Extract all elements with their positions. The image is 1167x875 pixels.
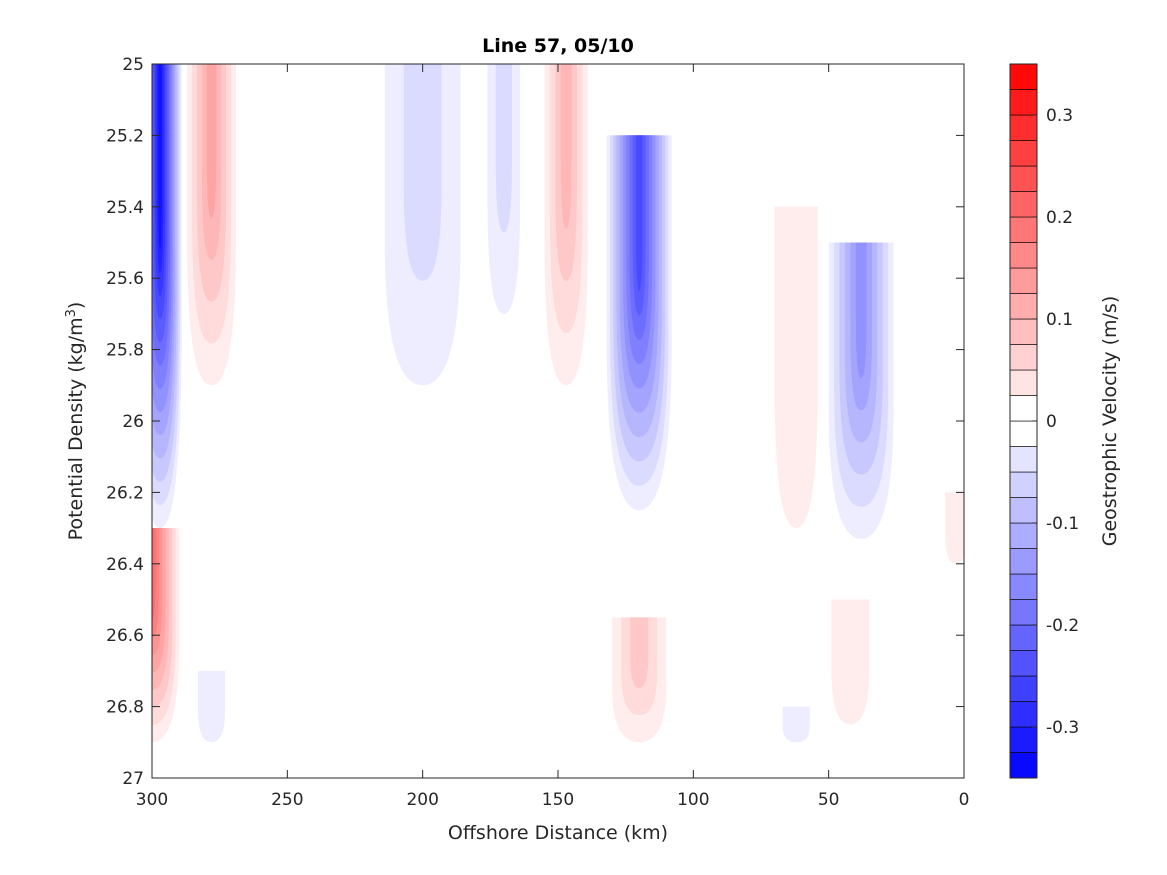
colorbar-tick-label: -0.3 bbox=[1046, 718, 1079, 738]
colorbar-band bbox=[1009, 318, 1038, 345]
x-tick-label: 150 bbox=[542, 790, 574, 810]
colorbar-band bbox=[1009, 369, 1038, 396]
x-tick-label: 50 bbox=[818, 790, 840, 810]
contour-band-red-deep-300 bbox=[152, 528, 156, 621]
colorbar-tick-label: 0 bbox=[1046, 412, 1057, 432]
colorbar-band bbox=[1009, 650, 1038, 677]
contour-band-blue-jet-40 bbox=[855, 242, 867, 379]
y-axis-label-sup: 3 bbox=[64, 309, 79, 317]
contour-band-blue-jet-120 bbox=[635, 135, 643, 291]
colorbar-band bbox=[1009, 726, 1038, 753]
x-axis: 300 250 200 150 100 50 0 bbox=[136, 64, 970, 810]
colorbar-band bbox=[1009, 293, 1038, 320]
colorbar-band bbox=[1009, 548, 1038, 575]
colorbar-band bbox=[1009, 140, 1038, 167]
colorbar-band bbox=[1009, 522, 1038, 549]
contour-band-blue-200 bbox=[403, 64, 442, 281]
contour-fill bbox=[152, 64, 964, 743]
colorbar-band bbox=[1009, 675, 1038, 702]
y-tick-label: 26.4 bbox=[106, 555, 144, 575]
colorbar-ticks: -0.3 -0.2 -0.1 0 0.1 0.2 0.3 bbox=[1032, 106, 1079, 738]
contour-band-red-edge-5 bbox=[945, 492, 964, 564]
contour-band-blue-170 bbox=[495, 64, 512, 233]
colorbar-band bbox=[1009, 267, 1038, 294]
y-axis-label: Potential Density (kg/m3) bbox=[64, 302, 88, 541]
colorbar-band bbox=[1009, 599, 1038, 626]
colorbar-band bbox=[1009, 165, 1038, 192]
y-tick-label: 26.2 bbox=[106, 483, 144, 503]
y-axis: 25 25.2 25.4 25.6 25.8 26 26.2 26.4 26.6 26.8 27 bbox=[106, 55, 964, 789]
colorbar-band bbox=[1009, 114, 1038, 141]
contour-band-red-core-278 bbox=[206, 64, 217, 219]
y-tick-label: 25.4 bbox=[106, 198, 144, 218]
colorbar-band bbox=[1009, 446, 1038, 473]
colorbar-band bbox=[1009, 191, 1038, 218]
x-tick-label: 100 bbox=[677, 790, 709, 810]
colorbar-band bbox=[1009, 242, 1038, 269]
y-tick-label: 26.8 bbox=[106, 698, 144, 718]
colorbar-tick-label: 0.2 bbox=[1046, 208, 1073, 228]
x-axis-label: Offshore Distance (km) bbox=[448, 822, 668, 844]
colorbar-tick-label: 0.1 bbox=[1046, 310, 1073, 330]
colorbar-band bbox=[1009, 89, 1038, 116]
x-tick-label: 0 bbox=[959, 790, 970, 810]
contour-band-red-147 bbox=[560, 64, 572, 229]
contour-band-blue-deep-62 bbox=[782, 706, 810, 743]
colorbar-band bbox=[1009, 395, 1038, 422]
contour-band-red-deep-40 bbox=[831, 599, 870, 725]
colorbar-band bbox=[1009, 752, 1038, 779]
contour-band-blue-deep-278 bbox=[198, 670, 226, 743]
colorbar-band bbox=[1009, 471, 1038, 498]
colorbar-band bbox=[1009, 216, 1038, 243]
y-tick-label: 25.8 bbox=[106, 341, 144, 361]
colorbar-tick-label: -0.1 bbox=[1046, 514, 1079, 534]
colorbar-band bbox=[1009, 573, 1038, 600]
y-axis-label-close: ) bbox=[65, 302, 87, 309]
x-tick-label: 250 bbox=[271, 790, 303, 810]
colorbar-band bbox=[1009, 624, 1038, 651]
contour-band-red-62 bbox=[774, 206, 818, 529]
y-tick-label: 25.6 bbox=[106, 269, 144, 289]
y-tick-label: 26.6 bbox=[106, 626, 144, 646]
colorbar-band bbox=[1009, 420, 1038, 447]
chart-title: Line 57, 05/10 bbox=[482, 35, 634, 57]
x-tick-label: 200 bbox=[406, 790, 438, 810]
y-tick-label: 27 bbox=[122, 769, 144, 789]
y-tick-label: 25 bbox=[122, 55, 144, 75]
y-axis-label-main: Potential Density (kg/m bbox=[65, 317, 87, 540]
colorbar-label: Geostrophic Velocity (m/s) bbox=[1099, 296, 1121, 546]
x-tick-label: 300 bbox=[136, 790, 168, 810]
y-tick-label: 26 bbox=[122, 412, 144, 432]
colorbar-band bbox=[1009, 344, 1038, 371]
y-tick-label: 25.2 bbox=[106, 126, 144, 146]
contour-band-blue-jet-300 bbox=[158, 64, 162, 250]
colorbar-band bbox=[1009, 701, 1038, 728]
colorbar-tick-label: 0.3 bbox=[1046, 106, 1073, 126]
colorbar-tick-label: -0.2 bbox=[1046, 616, 1079, 636]
colorbar-band bbox=[1009, 63, 1038, 90]
colorbar-band bbox=[1009, 497, 1038, 524]
contour-band-red-deep-120 bbox=[630, 617, 649, 689]
